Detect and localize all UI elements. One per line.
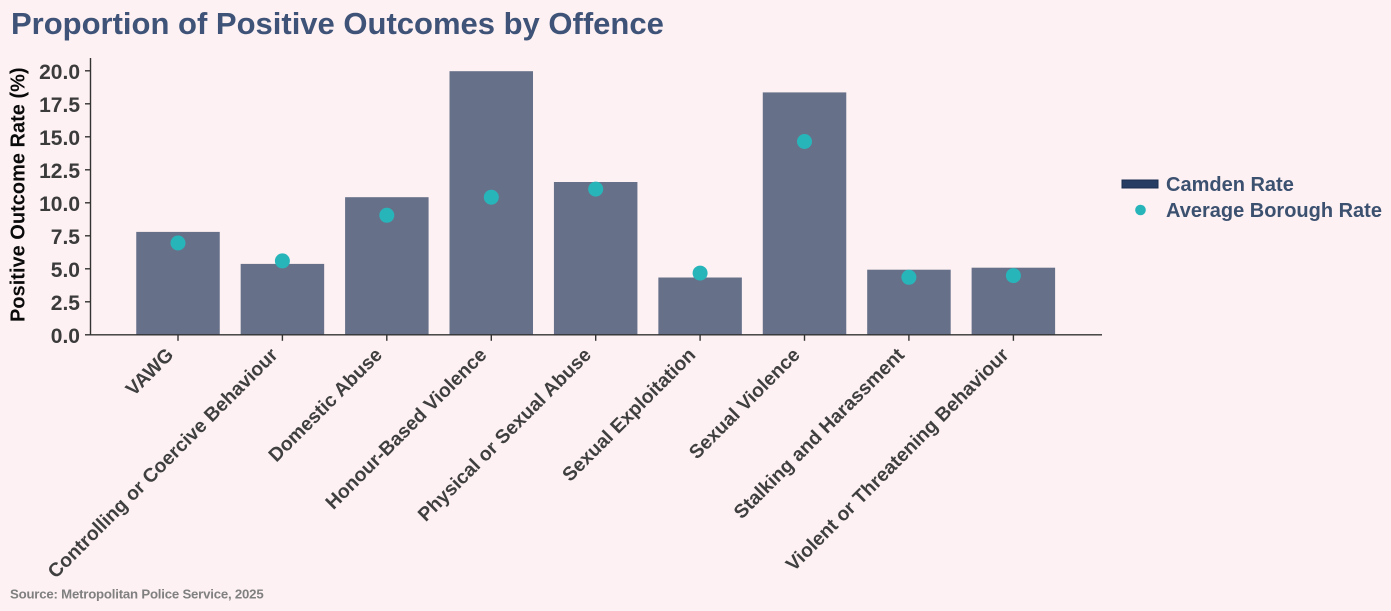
svg-text:Source: Metropolitan Police Se: Source: Metropolitan Police Service, 202… <box>10 587 263 602</box>
svg-text:20.0: 20.0 <box>39 61 80 84</box>
svg-text:5.0: 5.0 <box>51 259 80 282</box>
svg-text:10.0: 10.0 <box>39 193 80 216</box>
svg-text:7.5: 7.5 <box>51 226 81 249</box>
svg-text:Proportion of Positive Outcome: Proportion of Positive Outcomes by Offen… <box>11 6 664 41</box>
svg-text:Average Borough Rate: Average Borough Rate <box>1166 200 1382 222</box>
svg-text:12.5: 12.5 <box>39 160 80 183</box>
svg-text:Camden Rate: Camden Rate <box>1166 174 1294 196</box>
svg-text:Positive Outcome Rate (%): Positive Outcome Rate (%) <box>8 67 30 322</box>
svg-text:15.0: 15.0 <box>39 127 80 150</box>
svg-text:2.5: 2.5 <box>51 292 81 315</box>
svg-text:0.0: 0.0 <box>51 325 80 348</box>
svg-text:17.5: 17.5 <box>39 94 80 117</box>
